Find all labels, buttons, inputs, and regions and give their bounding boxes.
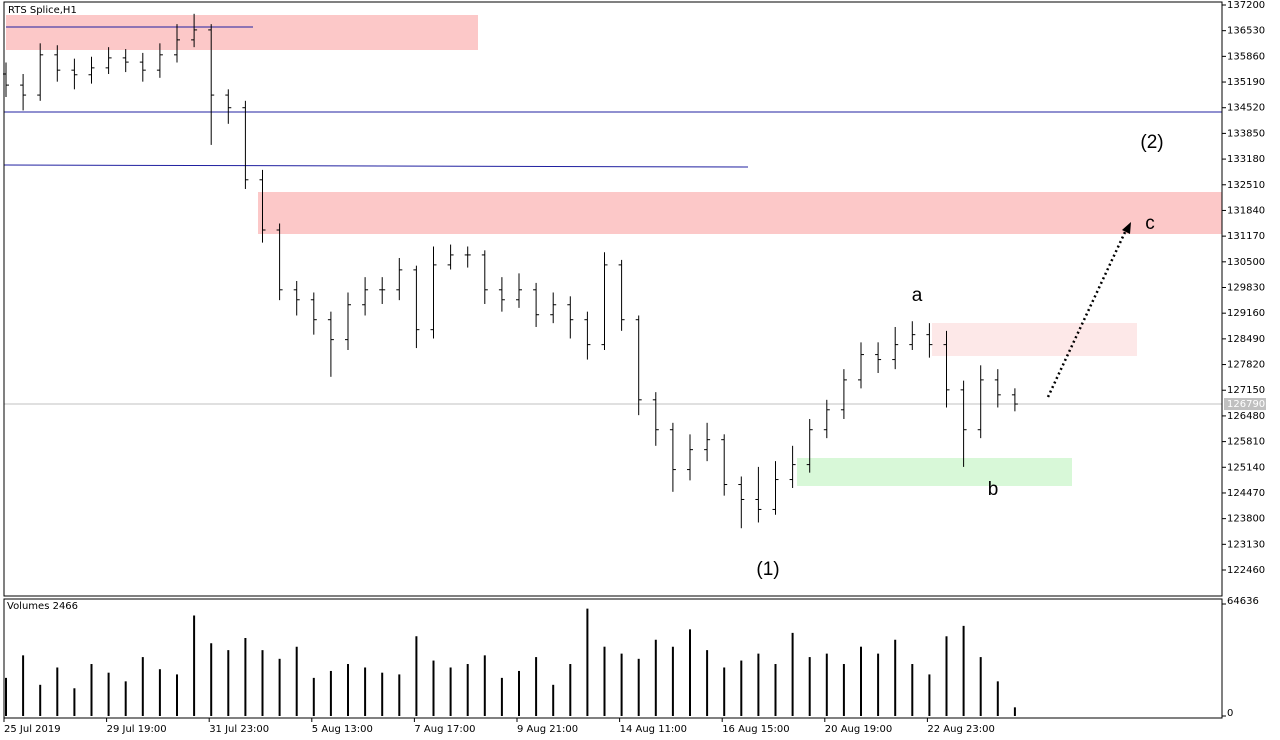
y-tick-label: 135190: [1227, 77, 1265, 88]
x-tick-label: 16 Aug 15:00: [722, 724, 789, 735]
x-tick-label: 7 Aug 17:00: [414, 724, 475, 735]
y-tick-label: 0: [1227, 708, 1233, 719]
price-panel: [3, 1, 1223, 597]
annotation: (1): [756, 559, 779, 580]
y-tick-label: 131170: [1227, 231, 1265, 242]
arrow-head: [1122, 222, 1131, 234]
x-tick-label: 29 Jul 19:00: [107, 724, 167, 735]
resistance-zone: [6, 15, 478, 50]
annotation: (2): [1140, 132, 1163, 153]
y-tick-label: 123800: [1227, 514, 1265, 525]
support-zone: [797, 458, 1072, 486]
x-tick-label: 20 Aug 19:00: [825, 724, 892, 735]
last-price-box: [1224, 398, 1266, 411]
annotation: c: [1145, 213, 1155, 234]
y-tick-label: 128490: [1227, 334, 1265, 345]
volume-title: Volumes 2466: [7, 601, 78, 612]
y-tick-label: 129830: [1227, 283, 1265, 294]
x-tick-label: 5 Aug 13:00: [312, 724, 373, 735]
last-price-label: 126790: [1227, 399, 1265, 410]
annotation: b: [988, 479, 999, 500]
y-tick-label: 132510: [1227, 180, 1265, 191]
y-tick-label: 133180: [1227, 154, 1265, 165]
plot: 137200 136530 135860 135190 134520 133850 1331…: [3, 0, 1266, 735]
annotation: a: [912, 285, 923, 306]
x-tick-label: 22 Aug 23:00: [927, 724, 994, 735]
forecast-arrow: [1046, 229, 1128, 398]
resistance-zone: [932, 323, 1137, 356]
y-tick-label: 64636: [1227, 596, 1259, 607]
x-tick-label: 14 Aug 11:00: [620, 724, 687, 735]
x-tick-label: 9 Aug 21:00: [517, 724, 578, 735]
y-tick-label: 127150: [1227, 385, 1265, 396]
y-tick-label: 125140: [1227, 462, 1265, 473]
y-tick-label: 123130: [1227, 539, 1265, 550]
resistance-zone: [258, 192, 1222, 234]
y-tick-label: 127820: [1227, 360, 1265, 371]
level-line: [3, 164, 749, 168]
y-tick-label: 124470: [1227, 488, 1265, 499]
y-tick-label: 134520: [1227, 103, 1265, 114]
x-tick-label: 25 Jul 2019: [4, 724, 61, 735]
y-tick-label: 125810: [1227, 437, 1265, 448]
y-tick-label: 130500: [1227, 257, 1265, 268]
y-tick-label: 129160: [1227, 308, 1265, 319]
y-tick-label: 126480: [1227, 411, 1265, 422]
y-tick-label: 136530: [1227, 26, 1265, 37]
y-tick-label: 137200: [1227, 0, 1265, 11]
y-tick-label: 131840: [1227, 205, 1265, 216]
x-tick-label: 31 Jul 23:00: [209, 724, 269, 735]
y-tick-label: 122460: [1227, 565, 1265, 576]
chart-title: RTS Splice,H1: [8, 5, 77, 16]
volume-panel: [3, 598, 1223, 719]
y-tick-label: 133850: [1227, 128, 1265, 139]
y-tick-label: 135860: [1227, 51, 1265, 62]
